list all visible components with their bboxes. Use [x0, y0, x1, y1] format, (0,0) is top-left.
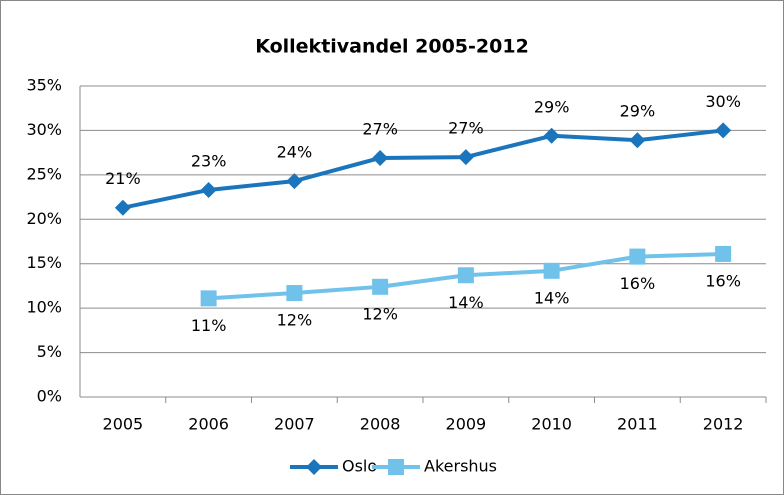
point-marker: [457, 149, 474, 166]
data-label: 23%: [191, 151, 227, 170]
data-label: 24%: [277, 143, 313, 162]
point-marker: [715, 245, 732, 262]
x-tick-label: 2010: [531, 415, 572, 434]
point-marker: [372, 149, 389, 166]
y-tick-label: 10%: [26, 298, 62, 317]
data-label: 29%: [620, 102, 656, 121]
y-tick-label: 20%: [26, 209, 62, 228]
data-label: 16%: [620, 274, 656, 293]
chart-title: Kollektivandel 2005-2012: [255, 36, 529, 58]
x-tick-label: 2005: [103, 415, 144, 434]
data-label: 30%: [705, 92, 741, 111]
data-label: 14%: [534, 288, 570, 307]
legend-label: Oslo: [342, 457, 377, 476]
x-tick-label: 2007: [274, 415, 315, 434]
point-marker: [715, 122, 732, 139]
data-label: 27%: [448, 119, 484, 138]
legend-marker: [306, 459, 322, 475]
x-tick-label: 2012: [703, 415, 744, 434]
point-marker: [286, 173, 303, 190]
point-marker: [286, 285, 303, 302]
data-label: 21%: [105, 169, 141, 188]
series-line: [122, 128, 724, 210]
data-label: 11%: [191, 316, 227, 335]
data-label: 12%: [362, 304, 398, 323]
y-tick-label: 0%: [37, 387, 62, 406]
point-marker: [629, 132, 646, 149]
y-tick-label: 15%: [26, 253, 62, 272]
point-marker: [543, 127, 560, 144]
y-tick-label: 25%: [26, 164, 62, 183]
legend-label: Akershus: [424, 457, 497, 476]
point-marker: [543, 262, 560, 279]
legend-marker: [388, 459, 404, 475]
point-marker: [114, 199, 131, 216]
data-label: 27%: [362, 119, 398, 138]
point-marker: [629, 248, 646, 265]
x-tick-label: 2009: [446, 415, 487, 434]
data-label: 12%: [277, 311, 313, 330]
y-tick-label: 30%: [26, 120, 62, 139]
x-tick-label: 2006: [188, 415, 229, 434]
x-tick-label: 2008: [360, 415, 401, 434]
point-marker: [200, 181, 217, 198]
y-tick-label: 5%: [37, 342, 62, 361]
point-marker: [372, 278, 389, 295]
data-label: 16%: [705, 271, 741, 290]
data-label: 29%: [534, 97, 570, 116]
data-label: 14%: [448, 293, 484, 312]
y-tick-label: 35%: [26, 76, 62, 95]
x-tick-label: 2011: [617, 415, 658, 434]
point-marker: [457, 267, 474, 284]
point-marker: [200, 290, 217, 307]
